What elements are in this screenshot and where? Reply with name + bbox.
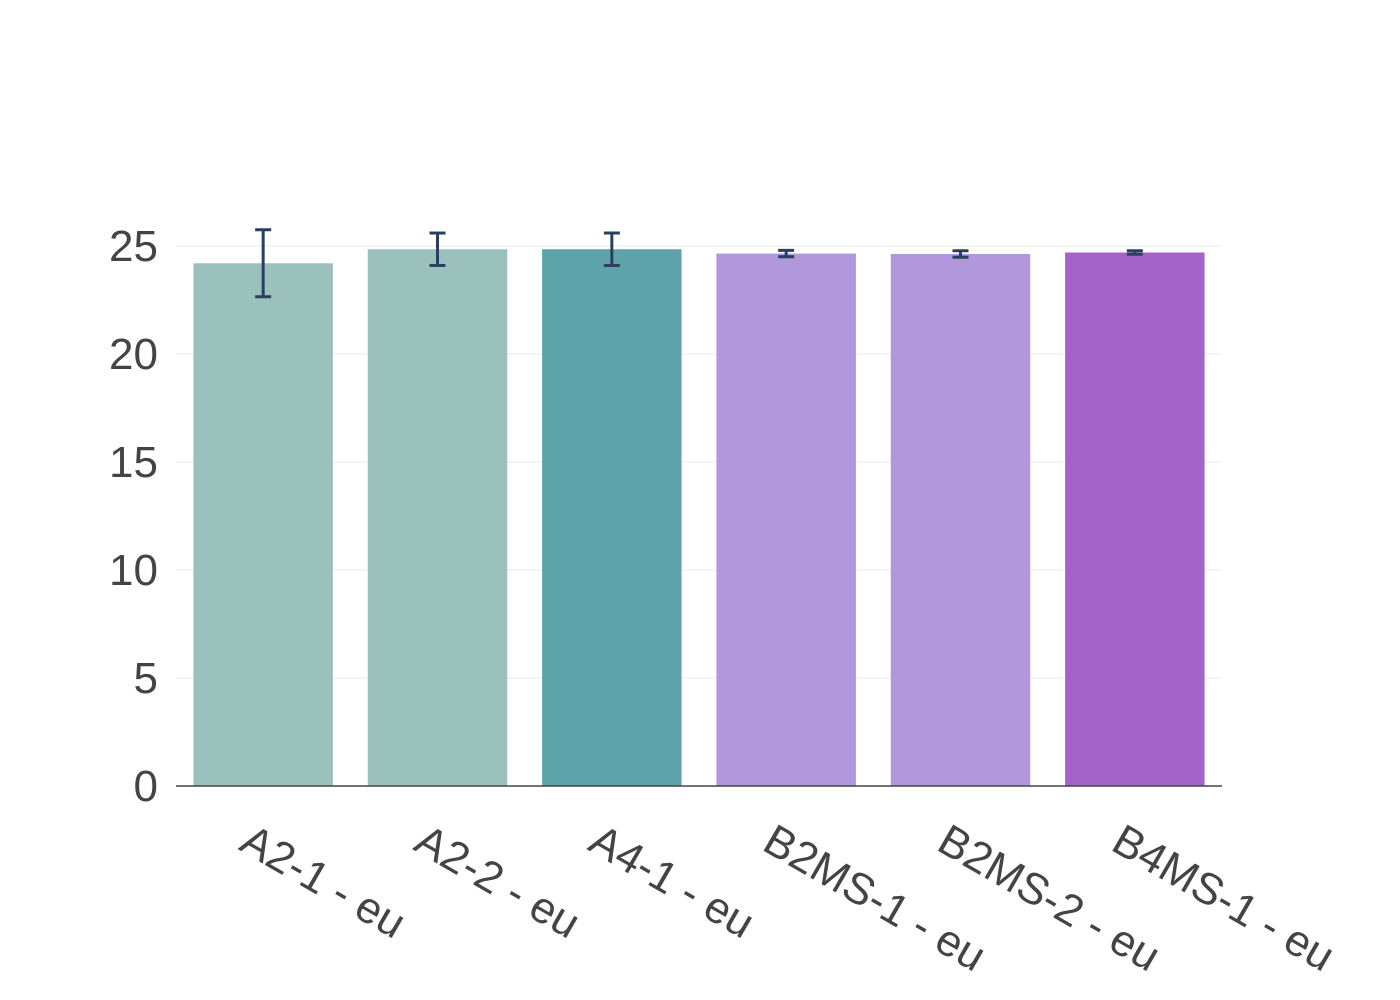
bar — [193, 263, 333, 786]
error-bar — [255, 228, 272, 299]
y-tick-label: 25 — [109, 222, 158, 271]
bar — [716, 253, 856, 786]
y-tick-label: 15 — [109, 438, 158, 487]
error-bar — [952, 249, 969, 259]
y-tick-label: 5 — [134, 654, 158, 703]
x-tick-label: A2-1 - eu — [233, 815, 414, 948]
y-tick-label: 0 — [134, 762, 158, 811]
error-bar — [603, 231, 620, 267]
error-bar — [778, 248, 795, 259]
x-tick-label: A4-1 - eu — [581, 815, 762, 948]
y-axis-tick-labels: 0 5 10 15 20 25 — [109, 222, 158, 811]
bar — [367, 249, 508, 787]
error-bar — [429, 231, 446, 267]
bars — [193, 249, 1205, 787]
y-tick-label: 10 — [109, 546, 158, 595]
x-tick-label: A2-2 - eu — [407, 815, 588, 948]
bar — [542, 249, 682, 787]
bar — [890, 253, 1031, 786]
error-bar — [1126, 249, 1143, 256]
error-bars — [255, 228, 1143, 299]
bar — [1065, 252, 1205, 787]
grid-lines — [176, 245, 1222, 679]
y-tick-label: 20 — [109, 330, 158, 379]
